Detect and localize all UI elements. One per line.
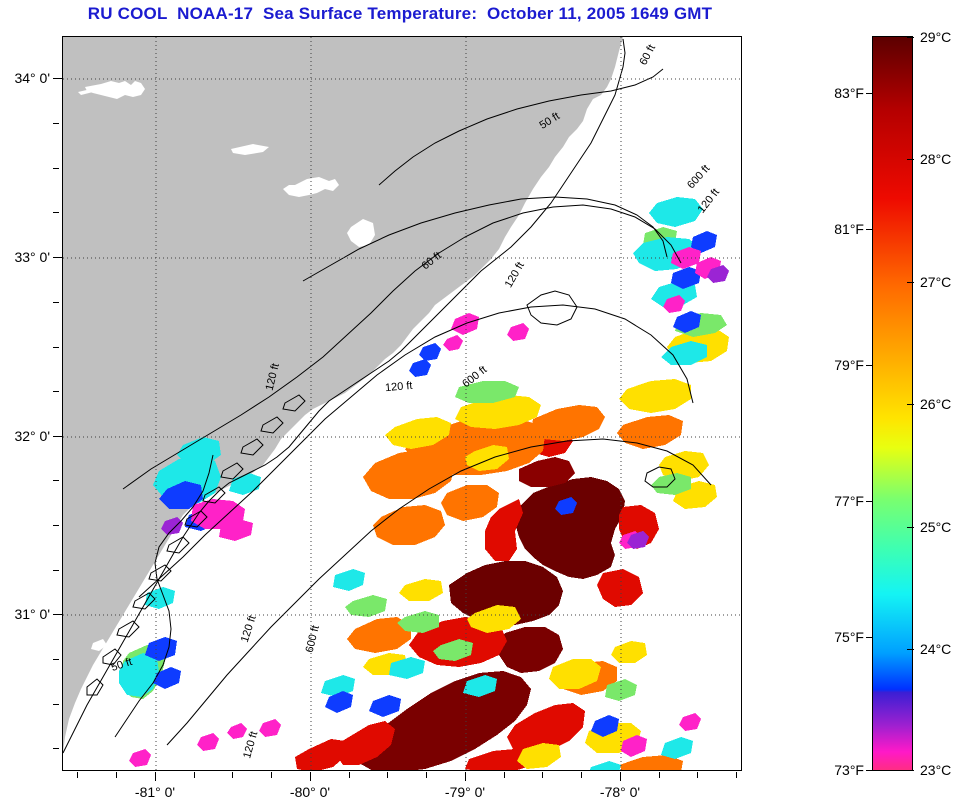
lon-label-80: -80° 0' — [289, 784, 331, 800]
grid-layer — [63, 37, 741, 770]
lon-tick-minor — [659, 772, 660, 778]
lon-label-78: -78° 0' — [599, 784, 641, 800]
lat-tick-minor — [53, 302, 59, 303]
cbar-tick-81f — [866, 229, 873, 230]
lat-tick-minor — [53, 123, 59, 124]
coastline-layer — [63, 38, 626, 754]
lat-tick-33 — [53, 257, 62, 258]
lon-tick-minor — [116, 772, 117, 778]
lon-tick-minor — [736, 772, 737, 778]
cbar-label-73f: 73°F — [834, 762, 864, 778]
cbar-label-24c: 24°C — [920, 641, 952, 657]
cbar-label-75f: 75°F — [834, 629, 864, 645]
cbar-tick-26 — [907, 404, 914, 405]
cbar-tick-29 — [907, 37, 914, 38]
lat-tick-minor — [53, 480, 59, 481]
lat-label-31: 31° 0' — [14, 606, 50, 622]
cbar-tick-79f — [866, 365, 873, 366]
lon-tick-80 — [310, 772, 311, 781]
lat-label-34: 34° 0' — [14, 70, 50, 86]
lon-tick-minor — [77, 772, 78, 778]
cloud-patches-land — [78, 81, 375, 759]
lon-tick-minor — [387, 772, 388, 778]
lon-tick-79 — [465, 772, 466, 781]
cbar-label-81f: 81°F — [834, 221, 864, 237]
lat-tick-minor — [53, 212, 59, 213]
lat-label-32: 32° 0' — [14, 428, 50, 444]
lon-tick-minor — [581, 772, 582, 778]
map-plot-area[interactable]: 50 ft 60 ft 60 ft 120 ft 120 ft 600 ft 6… — [62, 36, 742, 771]
cbar-label-23c: 23°C — [920, 762, 952, 778]
cbar-tick-77f — [866, 501, 873, 502]
lon-tick-minor — [697, 772, 698, 778]
lon-tick-minor — [349, 772, 350, 778]
lat-tick-31 — [53, 614, 62, 615]
depth-contour-layer — [114, 68, 712, 746]
lon-label-81: -81° 0' — [134, 784, 176, 800]
lat-tick-minor — [53, 659, 59, 660]
cbar-label-79f: 79°F — [834, 357, 864, 373]
cbar-label-29c: 29°C — [920, 29, 952, 45]
cbar-tick-73f — [866, 770, 873, 771]
lon-label-79: -79° 0' — [444, 784, 486, 800]
lon-tick-78 — [620, 772, 621, 781]
lat-tick-minor — [53, 168, 59, 169]
sst-map-svg — [63, 37, 741, 770]
lat-label-33: 33° 0' — [14, 249, 50, 265]
cbar-tick-27 — [907, 282, 914, 283]
lat-tick-32 — [53, 436, 62, 437]
cbar-tick-75f — [866, 637, 873, 638]
temperature-colorbar[interactable] — [872, 36, 913, 771]
cbar-label-25c: 25°C — [920, 519, 952, 535]
lat-tick-minor — [53, 391, 59, 392]
cbar-label-83f: 83°F — [834, 85, 864, 101]
lon-tick-minor — [504, 772, 505, 778]
lon-tick-minor — [232, 772, 233, 778]
lat-tick-minor — [53, 704, 59, 705]
cbar-label-27c: 27°C — [920, 274, 952, 290]
sst-data-layer — [119, 197, 729, 770]
cbar-label-77f: 77°F — [834, 493, 864, 509]
lat-tick-minor — [53, 347, 59, 348]
lat-tick-minor — [53, 525, 59, 526]
cbar-label-28c: 28°C — [920, 151, 952, 167]
contour-label-120ft-2: 120 ft — [384, 379, 414, 395]
lon-tick-minor — [194, 772, 195, 778]
cbar-tick-23 — [907, 770, 914, 771]
cbar-label-26c: 26°C — [920, 396, 952, 412]
lon-tick-81 — [155, 772, 156, 781]
land-mask-layer — [63, 37, 623, 759]
cbar-tick-28 — [907, 159, 914, 160]
lon-tick-minor — [542, 772, 543, 778]
lat-tick-minor — [53, 570, 59, 571]
cbar-tick-83f — [866, 93, 873, 94]
lat-tick-minor — [53, 748, 59, 749]
cbar-tick-25 — [907, 527, 914, 528]
lat-tick-34 — [53, 78, 62, 79]
cbar-tick-24 — [907, 649, 914, 650]
colorbar-gradient — [873, 37, 912, 770]
lon-tick-minor — [426, 772, 427, 778]
page-title: RU COOL NOAA-17 Sea Surface Temperature:… — [87, 4, 713, 23]
lon-tick-minor — [271, 772, 272, 778]
